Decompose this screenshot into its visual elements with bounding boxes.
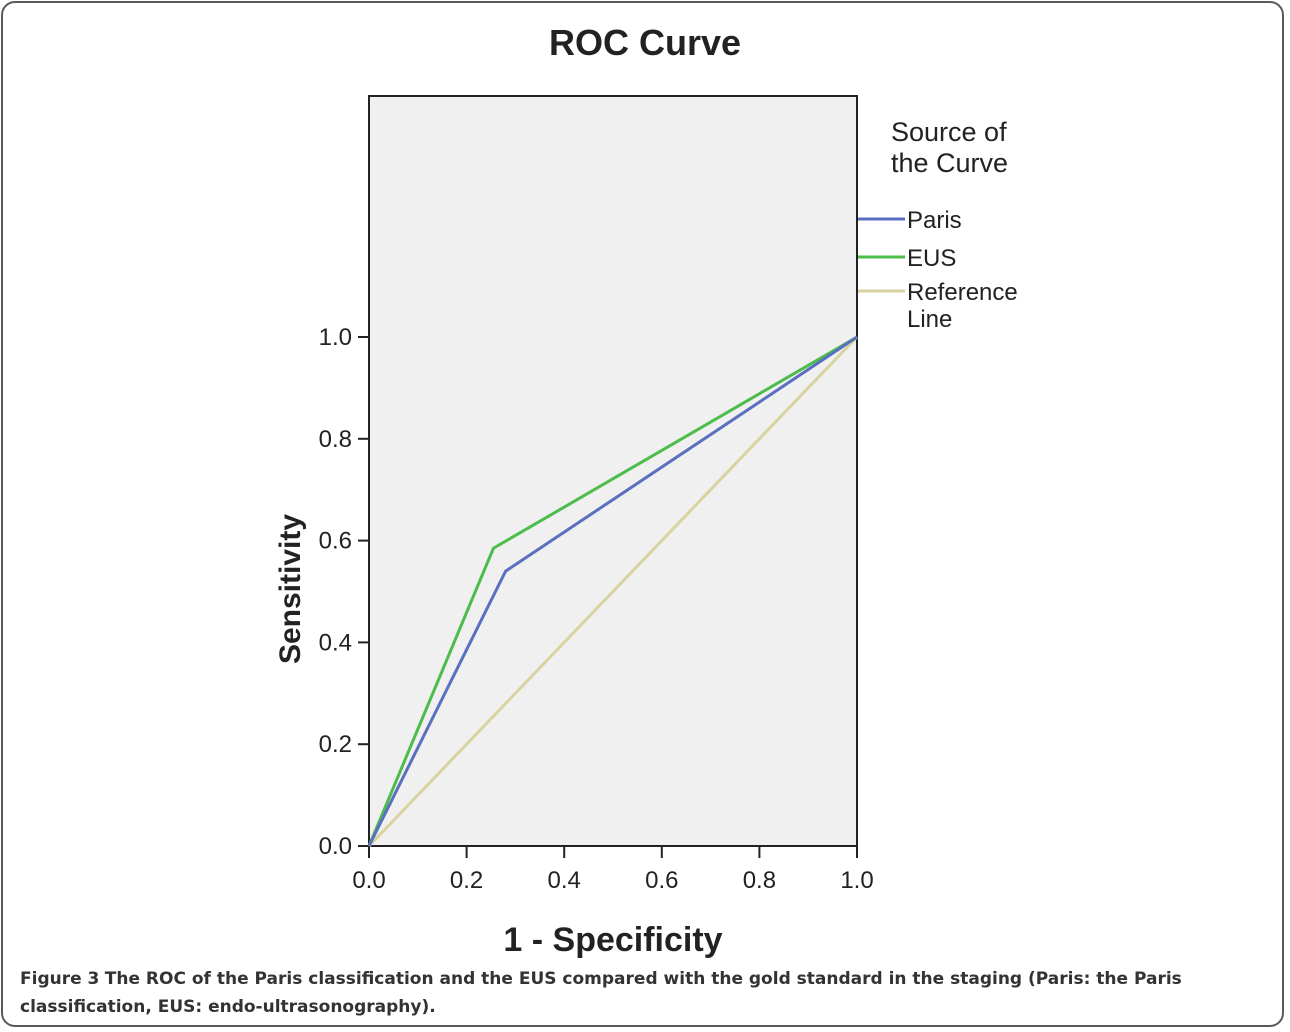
chart-title: ROC Curve bbox=[549, 22, 741, 63]
x-tick-label: 0.2 bbox=[450, 867, 483, 894]
y-axis-ticks: 0.0 0.2 0.4 0.6 0.8 1.0 bbox=[319, 324, 369, 860]
caption-text: The ROC of the Paris classification and … bbox=[20, 969, 1182, 1017]
legend-title-line2: the Curve bbox=[891, 148, 1008, 178]
x-axis-label: 1 - Specificity bbox=[503, 921, 722, 959]
y-tick-label: 0.2 bbox=[319, 731, 352, 758]
legend-label: EUS bbox=[907, 245, 956, 272]
plot-area bbox=[368, 95, 858, 847]
x-axis-ticks: 0.0 0.2 0.4 0.6 0.8 1.0 bbox=[352, 846, 874, 894]
x-tick-label: 1.0 bbox=[840, 867, 873, 894]
series-line-eus bbox=[367, 335, 858, 847]
y-axis-label: Sensitivity bbox=[274, 514, 307, 664]
y-tick-label: 1.0 bbox=[319, 324, 352, 351]
y-tick-label: 0.4 bbox=[319, 629, 352, 656]
y-tick-label: 0.6 bbox=[319, 528, 352, 555]
y-tick-label: 0.0 bbox=[319, 833, 352, 860]
legend-label: Reference Line bbox=[907, 279, 1018, 333]
series-line-paris bbox=[367, 335, 858, 847]
series-lines bbox=[367, 335, 859, 848]
roc-chart: ROC Curve 0.00.20.40.60.81.0 0.0 0.2 0.4 0.… bbox=[274, 22, 1018, 959]
series-line-reference-line bbox=[367, 335, 859, 848]
figure-caption: Figure 3 The ROC of the Paris classifica… bbox=[20, 965, 1280, 1021]
legend-title-line1: Source of bbox=[891, 117, 1007, 147]
legend-label: Paris bbox=[907, 207, 962, 234]
caption-label: Figure 3 bbox=[20, 969, 100, 989]
legend: Source of the Curve Paris EUS Reference Lin… bbox=[858, 117, 1018, 333]
x-tick-label: 0.4 bbox=[548, 867, 581, 894]
y-tick-label: 0.8 bbox=[319, 426, 352, 453]
x-tick-label: 0.8 bbox=[743, 867, 776, 894]
x-tick-label: 0.0 bbox=[352, 867, 385, 894]
legend-items: Paris EUS Reference Line bbox=[858, 207, 1018, 333]
x-tick-label: 0.6 bbox=[645, 867, 678, 894]
